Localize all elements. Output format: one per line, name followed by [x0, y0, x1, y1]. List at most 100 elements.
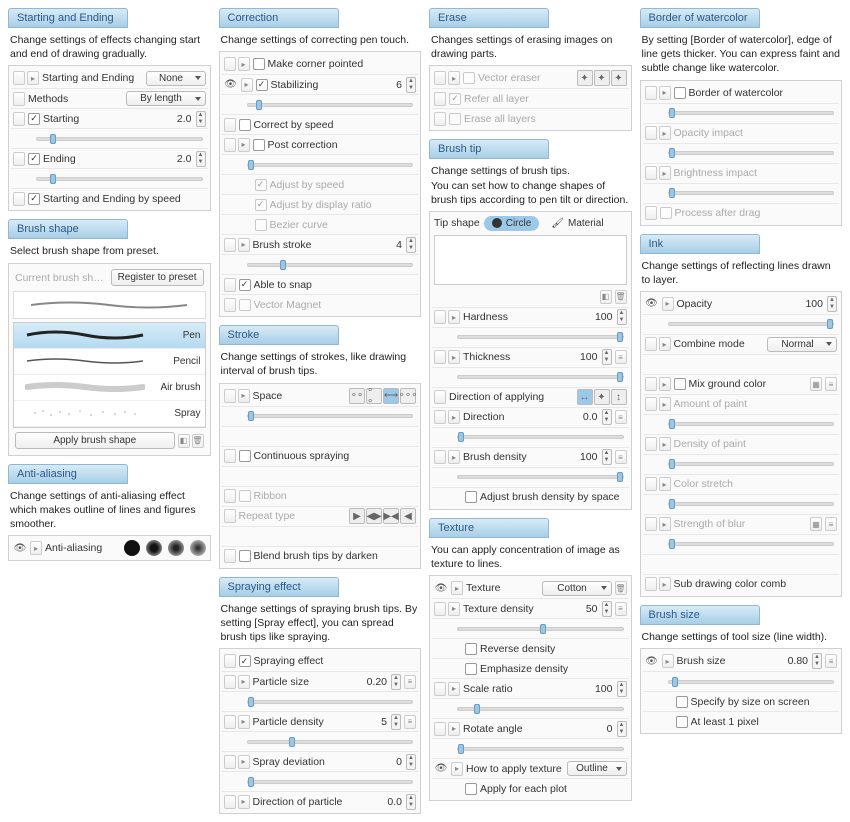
aa-options[interactable]: [124, 540, 206, 556]
expand-icon[interactable]: ▸: [662, 654, 674, 668]
expand-icon[interactable]: ▸: [451, 762, 463, 776]
space-slider[interactable]: [247, 414, 414, 418]
stabilizing-slider[interactable]: [247, 103, 414, 107]
stepper[interactable]: ▲▼: [827, 296, 837, 312]
tip-material-button[interactable]: 🖌Material: [543, 216, 611, 231]
expand-icon[interactable]: ▸: [241, 78, 253, 92]
erase-all-checkbox[interactable]: [449, 113, 461, 125]
expand-icon[interactable]: ▸: [659, 517, 671, 531]
apply-brush-shape-button[interactable]: Apply brush shape: [15, 432, 175, 449]
thickness-slider[interactable]: [457, 375, 624, 379]
density-paint-slider[interactable]: [668, 462, 835, 466]
texture-density-slider[interactable]: [457, 627, 624, 631]
link-icon[interactable]: ≡: [615, 350, 627, 364]
row-handle-icon[interactable]: [224, 118, 236, 132]
row-handle-icon[interactable]: [645, 437, 657, 451]
methods-select[interactable]: By length: [126, 91, 206, 106]
eye-icon[interactable]: 👁: [224, 78, 238, 92]
starting-ending-select[interactable]: None: [146, 71, 206, 86]
specify-size-checkbox[interactable]: [676, 696, 688, 708]
eye-icon[interactable]: 👁: [13, 541, 27, 555]
expand-icon[interactable]: ▸: [659, 477, 671, 491]
link-icon[interactable]: ≡: [825, 517, 837, 531]
adjust-display-checkbox[interactable]: [255, 199, 267, 211]
expand-icon[interactable]: ▸: [659, 166, 671, 180]
row-handle-icon[interactable]: [645, 126, 657, 140]
ribbon-checkbox[interactable]: [239, 490, 251, 502]
brush-size-slider[interactable]: [668, 680, 835, 684]
post-correction-checkbox[interactable]: [253, 139, 265, 151]
brush-stroke-stepper[interactable]: ▲▼: [406, 237, 416, 253]
row-handle-icon[interactable]: [224, 238, 236, 252]
starting-stepper[interactable]: ▲▼: [196, 111, 206, 127]
post-correction-slider[interactable]: [247, 163, 414, 167]
row-handle-icon[interactable]: [224, 449, 236, 463]
stepper[interactable]: ▲▼: [602, 349, 612, 365]
expand-icon[interactable]: ▸: [659, 126, 671, 140]
stepper[interactable]: ▲▼: [617, 309, 627, 325]
row-handle-icon[interactable]: [224, 389, 236, 403]
stepper[interactable]: ▲▼: [391, 714, 401, 730]
link-icon[interactable]: ≡: [404, 715, 416, 729]
expand-icon[interactable]: ▸: [448, 602, 460, 616]
continuous-spray-checkbox[interactable]: [239, 450, 251, 462]
row-handle-icon[interactable]: [224, 138, 236, 152]
stepper[interactable]: ▲▼: [391, 674, 401, 690]
eye-icon[interactable]: 👁: [645, 654, 659, 668]
trash-icon[interactable]: 🗑: [615, 581, 627, 595]
expand-icon[interactable]: ▸: [659, 86, 671, 100]
row-handle-icon[interactable]: [434, 112, 446, 126]
row-handle-icon[interactable]: [645, 397, 657, 411]
eye-icon[interactable]: 👁: [434, 762, 448, 776]
border-watercolor-checkbox[interactable]: [674, 87, 686, 99]
stepper[interactable]: ▲▼: [617, 681, 627, 697]
make-corner-checkbox[interactable]: [253, 58, 265, 70]
brush-thumb-icon[interactable]: ◧: [178, 434, 190, 448]
refer-all-checkbox[interactable]: [449, 93, 461, 105]
spray-deviation-slider[interactable]: [247, 780, 414, 784]
row-handle-icon[interactable]: [224, 549, 236, 563]
scale-ratio-slider[interactable]: [457, 707, 624, 711]
starting-checkbox[interactable]: [28, 113, 40, 125]
row-handle-icon[interactable]: [434, 410, 446, 424]
hardness-slider[interactable]: [457, 335, 624, 339]
at-least-1px-checkbox[interactable]: [676, 716, 688, 728]
emphasize-density-checkbox[interactable]: [465, 663, 477, 675]
tip-thumb-icon[interactable]: ◧: [600, 290, 612, 304]
row-handle-icon[interactable]: [645, 577, 657, 591]
stepper[interactable]: ▲▼: [812, 653, 822, 669]
row-handle-icon[interactable]: [434, 350, 446, 364]
space-mode-buttons[interactable]: ∘∘∘ ∘⟷∘∘∘: [349, 388, 416, 404]
row-handle-icon[interactable]: [224, 298, 236, 312]
blend-darken-checkbox[interactable]: [239, 550, 251, 562]
row-handle-icon[interactable]: [13, 92, 25, 106]
row-handle-icon[interactable]: [645, 477, 657, 491]
row-handle-icon[interactable]: [434, 602, 446, 616]
repeat-type-buttons[interactable]: ▶◀▶▶◀◀: [349, 508, 416, 524]
adjust-density-space-checkbox[interactable]: [465, 491, 477, 503]
stepper[interactable]: ▲▼: [602, 409, 612, 425]
brush-stroke-slider[interactable]: [247, 263, 414, 267]
ending-slider[interactable]: [36, 177, 203, 181]
blur-icon[interactable]: ▦: [810, 517, 822, 531]
expand-icon[interactable]: ▸: [448, 450, 460, 464]
vector-eraser-checkbox[interactable]: [463, 72, 475, 84]
link-icon[interactable]: ≡: [825, 377, 837, 391]
expand-icon[interactable]: ▸: [238, 795, 250, 809]
amount-paint-slider[interactable]: [668, 422, 835, 426]
stabilizing-stepper[interactable]: ▲▼: [406, 77, 416, 93]
row-handle-icon[interactable]: [224, 715, 236, 729]
row-handle-icon[interactable]: [645, 206, 657, 220]
particle-size-slider[interactable]: [247, 700, 414, 704]
expand-icon[interactable]: ▸: [448, 722, 460, 736]
color-stretch-slider[interactable]: [668, 502, 835, 506]
row-handle-icon[interactable]: [434, 92, 446, 106]
expand-icon[interactable]: ▸: [448, 350, 460, 364]
brush-item-spray[interactable]: Spray: [14, 401, 205, 427]
brightness-impact-slider[interactable]: [668, 191, 835, 195]
expand-icon[interactable]: ▸: [448, 71, 460, 85]
row-handle-icon[interactable]: [224, 755, 236, 769]
rotate-angle-slider[interactable]: [457, 747, 624, 751]
strength-blur-slider[interactable]: [668, 542, 835, 546]
expand-icon[interactable]: ▸: [238, 755, 250, 769]
